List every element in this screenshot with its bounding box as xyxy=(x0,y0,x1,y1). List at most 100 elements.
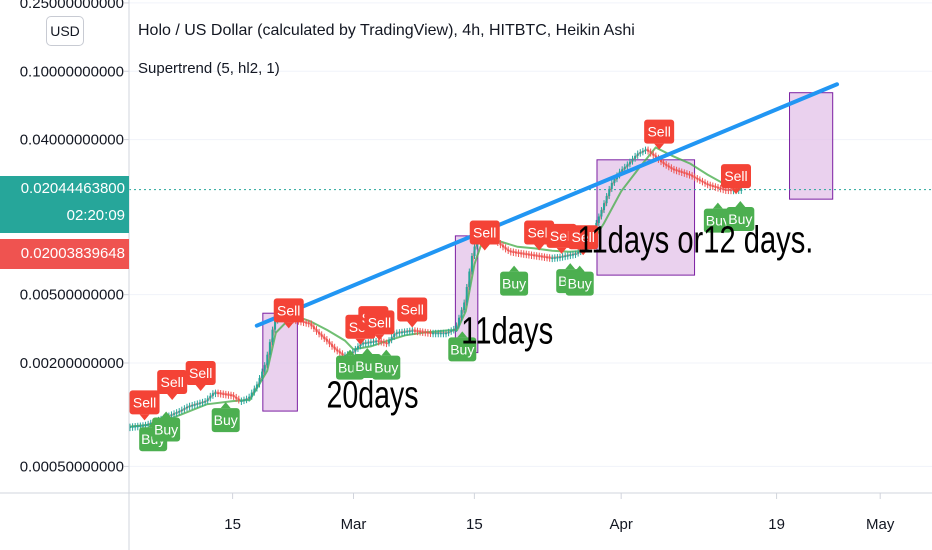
candle-body xyxy=(525,253,528,256)
candle-body xyxy=(685,173,688,175)
candle-body xyxy=(654,155,657,158)
sell-label-pointer xyxy=(355,338,366,345)
candle-body xyxy=(305,322,308,324)
candle-body xyxy=(331,344,334,347)
candle-body xyxy=(517,252,520,255)
candle-body xyxy=(129,426,131,429)
candle-body xyxy=(245,398,248,401)
candle-body xyxy=(714,186,717,188)
buy-label-pointer xyxy=(381,349,392,356)
candle-body xyxy=(147,423,150,426)
candle-body xyxy=(424,331,427,334)
candle-body xyxy=(315,329,318,332)
buy-label-text: Buy xyxy=(450,341,474,357)
candle-body xyxy=(514,252,517,254)
sell-label xyxy=(364,310,395,335)
currency-badge[interactable]: USD xyxy=(46,16,84,46)
buy-label xyxy=(500,271,529,296)
current-price-value: 0.02044463800 xyxy=(20,180,125,197)
candle-body xyxy=(450,330,453,332)
buy-label-pointer xyxy=(457,331,468,338)
candle-body xyxy=(709,184,712,187)
y-tick-label: 0.00050000000 xyxy=(20,458,124,475)
candle-body xyxy=(533,254,536,257)
candle-body xyxy=(499,243,502,246)
candle-body xyxy=(504,247,507,250)
candle-body xyxy=(636,153,639,156)
candle-body xyxy=(574,253,577,256)
candle-body xyxy=(512,251,515,254)
y-axis[interactable]: 0.25000000000 0.10000000000 0.04000000000 0… xyxy=(20,0,129,475)
candle-body xyxy=(325,339,328,342)
candle-body xyxy=(173,413,176,415)
candle-body xyxy=(222,393,225,395)
x-tick-label: Apr xyxy=(609,516,632,533)
candle-body xyxy=(457,317,460,326)
candle-body xyxy=(364,342,367,345)
candle-body xyxy=(188,405,191,408)
candle-body xyxy=(248,396,251,399)
buy-label xyxy=(448,337,477,362)
candle-body xyxy=(403,331,406,333)
x-tick-label: 15 xyxy=(224,516,241,533)
candle-body xyxy=(183,408,186,410)
x-tick-label: Mar xyxy=(341,516,367,533)
candle-body xyxy=(230,394,233,397)
candle-body xyxy=(465,287,468,303)
candle-body xyxy=(240,400,243,402)
candle-body xyxy=(639,152,642,154)
candle-body xyxy=(131,426,134,428)
candle-body xyxy=(644,149,647,152)
candle-body xyxy=(408,330,411,333)
indicator-legend[interactable]: Supertrend (5, hl2, 1) xyxy=(138,60,280,77)
candle-body xyxy=(429,332,432,335)
candle-body xyxy=(307,322,310,325)
candle-body xyxy=(722,188,725,191)
candle-body xyxy=(356,346,359,349)
candle-body xyxy=(717,187,720,189)
candle-body xyxy=(665,164,668,166)
candle-body xyxy=(623,166,626,170)
candle-body xyxy=(310,323,313,327)
candle-body xyxy=(727,189,730,192)
y-grid xyxy=(129,2,932,467)
candle-body xyxy=(470,256,473,272)
candle-body xyxy=(740,189,743,191)
candle-body xyxy=(206,398,209,402)
candle-body xyxy=(320,334,323,337)
candle-body xyxy=(351,351,354,354)
candle-body xyxy=(667,165,670,168)
candle-body xyxy=(185,406,188,409)
candle-body xyxy=(219,393,222,395)
candle-body xyxy=(463,302,466,311)
trendline[interactable] xyxy=(254,82,840,328)
y-tick-label: 0.00200000000 xyxy=(20,355,124,372)
candle-body xyxy=(701,180,704,183)
candle-body xyxy=(540,256,543,258)
candle-body xyxy=(553,257,556,259)
sell-label xyxy=(568,225,599,250)
supertrend-price-tag: 0.02003839648 xyxy=(0,239,129,269)
candle-body xyxy=(261,371,264,379)
sell-label-text: Sell xyxy=(571,229,594,245)
candle-body xyxy=(527,254,530,256)
candle-body xyxy=(175,412,178,414)
candle-body xyxy=(354,348,357,352)
sell-label xyxy=(720,164,751,189)
candle-body xyxy=(362,343,365,345)
buy-label-text: Buy xyxy=(706,213,730,229)
candle-body xyxy=(204,401,207,403)
y-tick-label: 0.25000000000 xyxy=(20,0,124,12)
candle-body xyxy=(375,340,378,343)
sell-label-pointer xyxy=(556,247,567,254)
signal-labels: SellBuyBuySellSellBuySellBuySellBuySellS… xyxy=(129,119,755,452)
x-axis[interactable]: 15 Mar 15 Apr 19 May xyxy=(224,493,895,533)
candle-body xyxy=(445,332,448,335)
annotation-text: 11days xyxy=(461,310,553,352)
candle-body xyxy=(382,341,385,344)
candle-body xyxy=(426,332,429,334)
candle-body xyxy=(610,182,613,189)
candle-body xyxy=(597,216,600,223)
chart-title[interactable]: Holo / US Dollar (calculated by TradingV… xyxy=(138,22,635,39)
